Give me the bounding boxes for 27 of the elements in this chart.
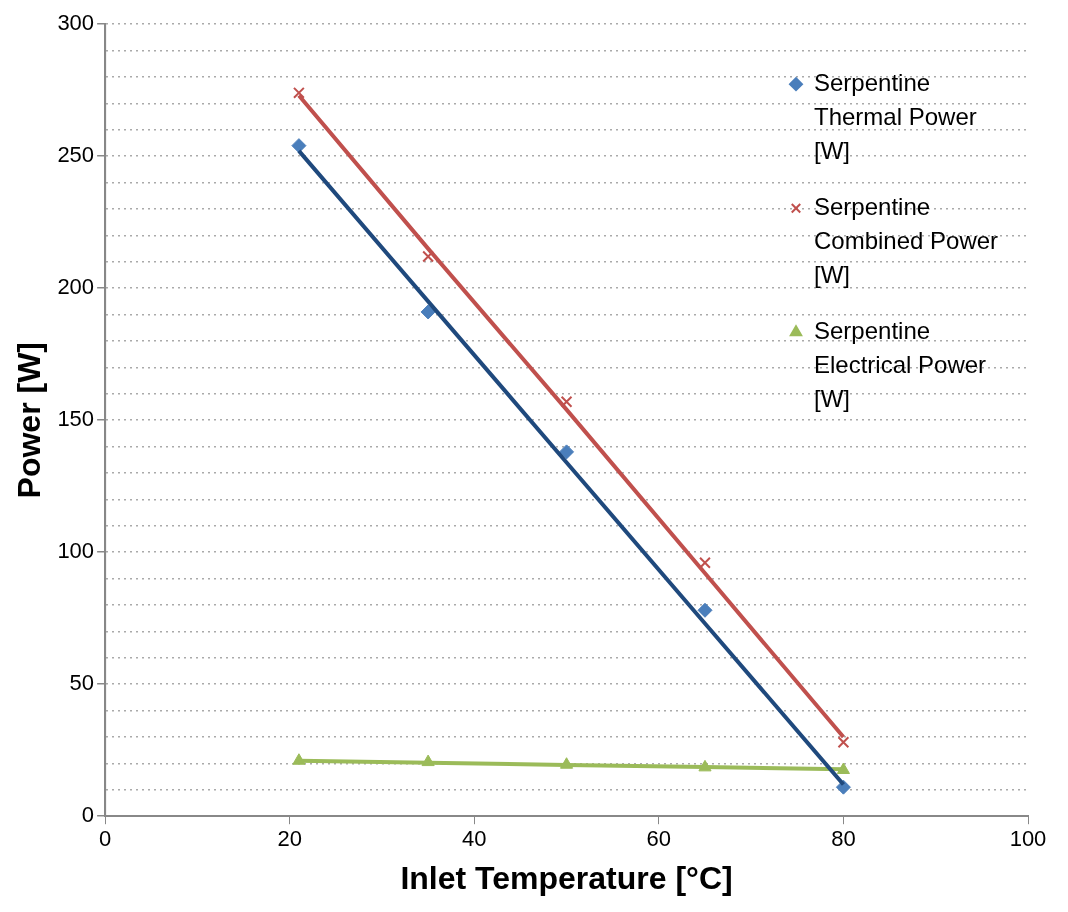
- y-tick-label: 200: [57, 274, 95, 300]
- point: [422, 250, 435, 263]
- x-tick-label: 60: [646, 826, 672, 852]
- point: [559, 444, 575, 460]
- point: [560, 395, 573, 408]
- point: [292, 86, 305, 99]
- y-tick-label: 100: [57, 538, 95, 564]
- y-tick-label: 300: [57, 10, 95, 36]
- x-tick-label: 40: [462, 826, 487, 852]
- legend-label: Serpentine Thermal Power [W]: [814, 68, 977, 164]
- x-tick-label: 100: [1009, 826, 1047, 852]
- x-tick-label: 0: [98, 826, 112, 852]
- point: [697, 602, 713, 618]
- y-axis-title: Power [W]: [11, 341, 48, 499]
- y-tick-label: 250: [57, 142, 95, 168]
- y-tick-label: 50: [69, 670, 95, 696]
- legend-label: Serpentine Combined Power [W]: [814, 192, 999, 288]
- point: [699, 556, 711, 569]
- x-tick-label: 20: [277, 826, 302, 852]
- x-tick-label: 80: [831, 826, 856, 852]
- point: [291, 138, 307, 154]
- legend-label: Serpentine Electrical Power [W]: [814, 316, 987, 412]
- point: [837, 736, 850, 749]
- x-axis-title: Inlet Temperature [°C]: [400, 859, 733, 896]
- y-tick-label: 0: [81, 802, 95, 828]
- y-tick-label: 150: [57, 406, 95, 432]
- point: [420, 304, 436, 320]
